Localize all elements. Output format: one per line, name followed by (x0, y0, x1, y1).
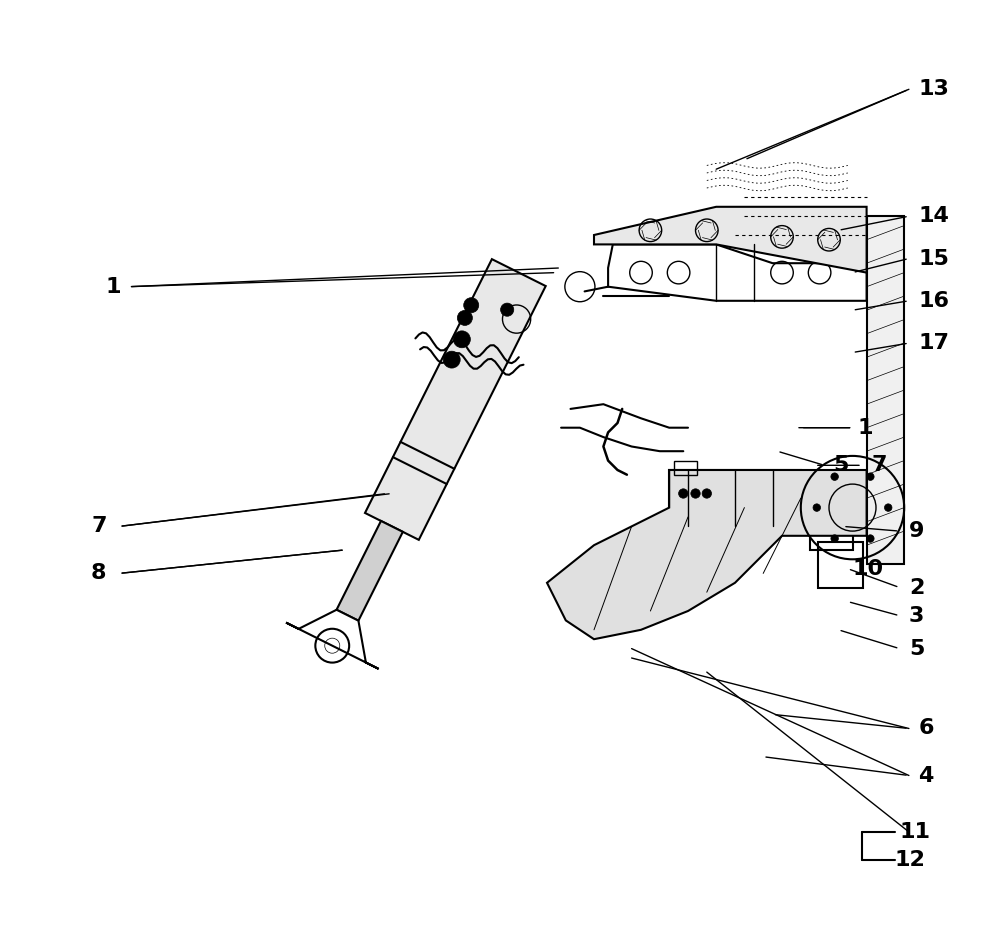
Text: 5: 5 (909, 638, 924, 659)
Bar (818, 542, 863, 588)
Circle shape (831, 535, 838, 542)
Circle shape (679, 489, 688, 498)
Polygon shape (337, 521, 403, 620)
Text: 7: 7 (91, 516, 107, 537)
Text: 9: 9 (909, 521, 924, 541)
Bar (674, 461, 697, 475)
Circle shape (867, 473, 874, 480)
Text: 1: 1 (857, 417, 873, 438)
Circle shape (457, 310, 472, 325)
Polygon shape (608, 244, 867, 301)
Bar (669, 470, 801, 526)
Polygon shape (867, 216, 904, 564)
Text: 15: 15 (918, 248, 949, 269)
Polygon shape (547, 470, 867, 639)
Text: 6: 6 (918, 718, 934, 739)
Circle shape (464, 298, 479, 313)
Text: 16: 16 (918, 290, 949, 311)
Text: 1: 1 (105, 276, 121, 297)
Text: 11: 11 (900, 822, 930, 842)
Circle shape (813, 504, 821, 511)
Text: 4: 4 (918, 765, 934, 786)
Circle shape (702, 489, 712, 498)
Bar (810, 512, 852, 550)
Text: 13: 13 (918, 79, 949, 100)
Polygon shape (286, 610, 378, 668)
Text: 7: 7 (871, 455, 887, 476)
Text: 3: 3 (909, 605, 924, 626)
Circle shape (691, 489, 700, 498)
Circle shape (453, 331, 470, 348)
Circle shape (867, 535, 874, 542)
Text: 2: 2 (909, 577, 924, 598)
Circle shape (831, 473, 838, 480)
Text: 8: 8 (91, 563, 107, 584)
Text: 12: 12 (895, 850, 926, 870)
Text: 10: 10 (852, 558, 884, 579)
Polygon shape (594, 207, 867, 273)
Text: 5: 5 (834, 455, 849, 476)
Text: 14: 14 (918, 206, 949, 227)
Text: 17: 17 (918, 333, 949, 353)
Circle shape (884, 504, 892, 511)
Polygon shape (365, 259, 546, 540)
Circle shape (443, 352, 460, 368)
Circle shape (501, 303, 514, 316)
